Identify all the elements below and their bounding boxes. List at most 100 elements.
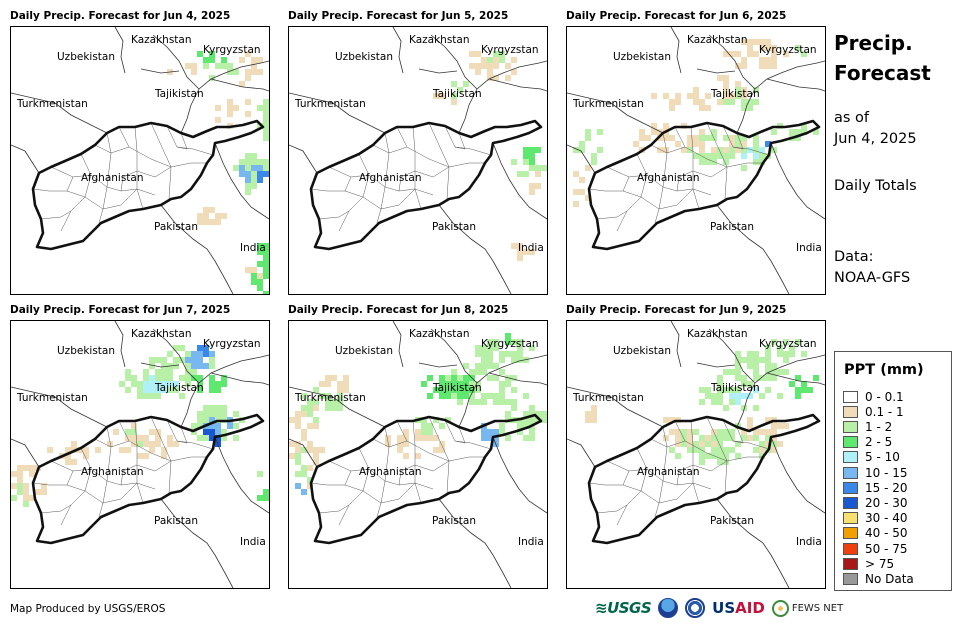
legend-label: 0.1 - 1 [865,404,904,419]
precip-cell [125,375,131,381]
province-boundary [328,166,416,192]
precip-cell [795,375,801,381]
precip-cell [505,75,511,81]
precip-cell [227,105,233,111]
as-of-date: Jun 4, 2025 [834,131,917,147]
precip-cell [149,429,155,435]
precip-cell [741,357,747,363]
precip-cell [215,387,221,393]
country-border [210,78,269,92]
precip-cell [251,165,257,171]
precip-cell [585,165,591,171]
province-boundaries [32,416,214,526]
precip-cell [307,423,313,429]
precip-cell [475,381,481,387]
usaid-logo-aid: AID [735,599,765,617]
precip-cell [493,339,499,345]
province-boundary [40,210,72,220]
precip-cell [209,51,215,57]
precip-cell [759,39,765,45]
precip-cell [699,159,705,165]
country-label-pakistan: Pakistan [432,515,476,527]
precip-cell [795,339,801,345]
precip-cell [263,171,269,177]
province-boundary [376,132,390,224]
precip-cell [301,447,307,453]
precip-cell [251,69,257,75]
precip-cell [753,447,759,453]
precip-cell [295,453,301,459]
precip-cell [481,357,487,363]
precip-cell [203,345,209,351]
precip-cell [41,483,47,489]
precip-cell [451,93,457,99]
precip-cell [475,387,481,393]
precip-cell [475,351,481,357]
precip-cell [777,423,783,429]
precip-cell [753,141,759,147]
precip-cell [487,375,493,381]
precip-cell [591,153,597,159]
precip-cell [481,345,487,351]
country-border [567,92,664,134]
forecast-map-svg: Kazakhstan Kyrgyzstan Uzbekistan Tajikistan… [11,321,269,588]
legend-swatch [843,405,858,418]
country-label-kazakhstan: Kazakhstan [409,34,470,46]
country-border [708,328,756,384]
forecast-map: Kazakhstan Kyrgyzstan Uzbekistan Tajikistan… [288,320,548,589]
precip-cell [209,405,215,411]
precip-cell [705,93,711,99]
precip-cell [197,375,203,381]
forecast-map: Kazakhstan Kyrgyzstan Uzbekistan Tajikistan… [10,320,270,589]
precip-cell [651,129,657,135]
precip-cell [735,453,741,459]
precip-cell [203,411,209,417]
precip-cell [735,135,741,141]
precip-cell [729,387,735,393]
precip-cell [167,381,173,387]
precip-cell [729,429,735,435]
precip-cell [487,363,493,369]
country-label-india: India [796,536,822,548]
precip-cell [457,375,463,381]
precip-cell [723,51,729,57]
precip-cell [579,147,585,153]
precip-cell [251,63,257,69]
precip-cell [741,141,747,147]
precip-layer [167,51,269,294]
afghanistan-border [587,119,821,251]
afghanistan-border [309,413,543,545]
country-label-tajikistan: Tajikistan [710,382,760,394]
precip-cell [233,165,239,171]
precip-cell [801,51,807,57]
precip-cell [753,87,759,93]
precip-cell [801,381,807,387]
precip-cell [669,99,675,105]
precip-cell [403,441,409,447]
precip-cell [723,447,729,453]
precip-cell [741,99,747,105]
precip-cell [445,387,451,393]
precip-cell [463,381,469,387]
precip-cell [23,495,29,501]
country-border [766,372,825,386]
province-boundary [120,166,172,192]
afghanistan-border [31,119,265,251]
precip-cell [197,363,203,369]
precip-cell [427,435,433,441]
province-boundary [676,460,728,486]
precip-cell [439,387,445,393]
precip-cell [17,483,23,489]
precip-cell [771,57,777,63]
precip-cell [155,387,161,393]
precip-cell [137,435,143,441]
precip-cell [753,159,759,165]
precip-cell [203,405,209,411]
precip-cell [535,411,541,417]
precip-cell [331,405,337,411]
precip-cell [541,417,547,423]
precip-cell [729,141,735,147]
precip-cell [137,393,143,399]
precip-cell [71,459,77,465]
